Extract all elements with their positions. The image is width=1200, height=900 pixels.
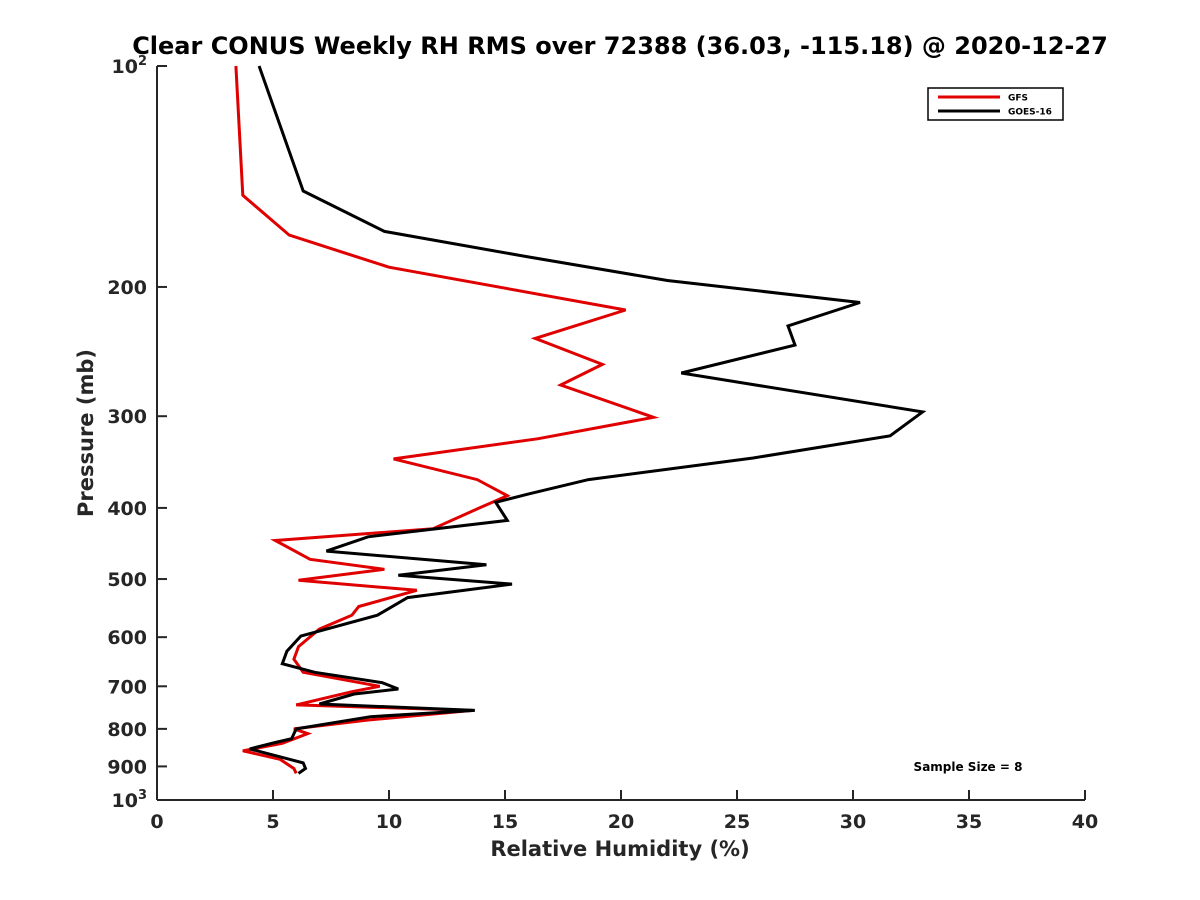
y-tick-label: 800 [107, 719, 147, 741]
y-tick-label: 900 [107, 756, 147, 778]
y-tick-label: 400 [107, 498, 147, 520]
legend-box [927, 87, 1064, 121]
y-tick-label: 500 [107, 569, 147, 591]
x-tick-label: 20 [608, 811, 634, 833]
y-tick-label: 700 [107, 676, 147, 698]
y-tick-label: 200 [107, 277, 147, 299]
x-tick-label: 25 [724, 811, 750, 833]
series-line-1 [249, 65, 927, 775]
y-axis-label: Pressure (mb) [74, 349, 98, 517]
x-tick-label: 35 [956, 811, 982, 833]
x-axis-label: Relative Humidity (%) [490, 837, 749, 861]
x-axis-ticks: 0 5 10 15 20 25 30 35 40 [150, 790, 1098, 833]
x-tick-label: 5 [266, 811, 279, 833]
y-tick-label: 102 [112, 54, 148, 78]
chart-title: Clear CONUS Weekly RH RMS over 72388 (36… [132, 32, 1108, 60]
x-tick-label: 30 [840, 811, 866, 833]
y-tick-label: 600 [107, 627, 147, 649]
y-axis-ticks: 102 200 300 400 500 600 700 800 900 103 [107, 54, 167, 812]
axes [156, 66, 1085, 801]
legend: GFS GOES-16 [927, 87, 1064, 121]
x-tick-label: 15 [492, 811, 518, 833]
y-tick-label: 103 [112, 788, 148, 812]
plot-lines [234, 65, 927, 775]
sample-size-annotation: Sample Size = 8 [914, 760, 1023, 774]
x-tick-label: 40 [1072, 811, 1098, 833]
legend-label-1: GOES-16 [1008, 108, 1052, 118]
x-tick-label: 10 [376, 811, 402, 833]
x-tick-label: 0 [150, 811, 163, 833]
legend-label-0: GFS [1008, 94, 1028, 104]
y-tick-label: 300 [107, 406, 147, 428]
